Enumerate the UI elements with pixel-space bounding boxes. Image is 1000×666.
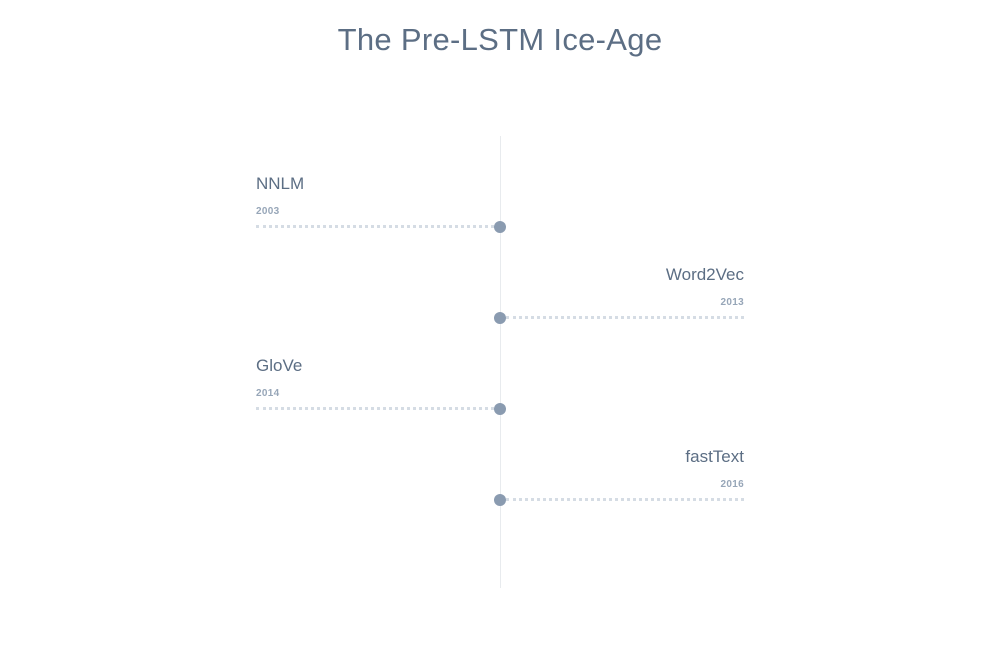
- event-name: NNLM: [256, 174, 305, 193]
- timeline-event-nnlm: NNLM 2003: [256, 174, 506, 246]
- event-connector: [506, 316, 744, 319]
- page-title: The Pre-LSTM Ice-Age: [337, 22, 663, 57]
- event-connector: [256, 407, 494, 410]
- event-node: [494, 221, 506, 233]
- event-connector: [506, 498, 744, 501]
- timeline-axis: [500, 136, 501, 588]
- event-year: 2013: [720, 297, 744, 308]
- event-node: [494, 312, 506, 324]
- timeline-event-word2vec: Word2Vec 2013: [494, 265, 744, 337]
- event-year: 2003: [256, 206, 280, 217]
- event-node: [494, 403, 506, 415]
- event-name: fastText: [685, 447, 744, 466]
- event-year: 2016: [720, 479, 744, 490]
- timeline-event-fasttext: fastText 2016: [494, 447, 744, 519]
- timeline-event-glove: GloVe 2014: [256, 356, 506, 428]
- event-name: Word2Vec: [665, 265, 744, 284]
- event-year: 2014: [256, 388, 280, 399]
- event-name: GloVe: [256, 356, 303, 375]
- event-connector: [256, 225, 494, 228]
- event-node: [494, 494, 506, 506]
